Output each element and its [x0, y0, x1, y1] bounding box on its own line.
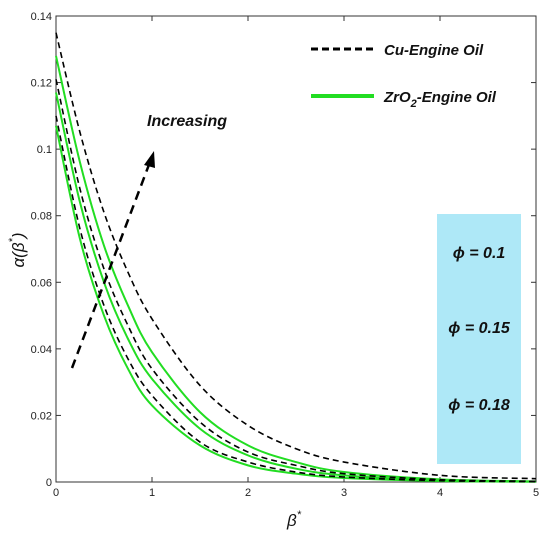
tick-layer: 0 1 2 3 4 5 0 0.02 0.04 0.06 0.08 0.1 0.12 0.14: [31, 11, 539, 499]
annotation-layer: Increasing: [70, 113, 227, 369]
legend-label-zro2: ZrO2-Engine Oil: [383, 89, 497, 110]
plot-frame: [55, 15, 537, 483]
cu-series-line-phi-0-15: [55, 79, 537, 483]
x-tick-label: 0: [53, 487, 59, 499]
x-tick-label: 4: [437, 487, 443, 499]
x-axis-label: β*: [286, 509, 302, 530]
legend-label-cu: Cu-Engine Oil: [384, 42, 484, 59]
phi-label: ϕ = 0.18: [448, 397, 510, 414]
parameter-box: [437, 214, 521, 464]
zro2-series-line-phi-0-18: [55, 55, 537, 483]
legend-layer: Cu-Engine Oil ZrO2-Engine Oil: [311, 42, 497, 110]
y-tick-label: 0.1: [37, 144, 52, 156]
y-tick-label: 0.14: [31, 11, 52, 23]
y-tick-label: 0: [46, 477, 52, 489]
annotation-increasing: Increasing: [147, 113, 227, 130]
y-axis-label: α(β*): [7, 232, 28, 267]
phi-label: ϕ = 0.1: [453, 245, 506, 262]
x-tick-label: 3: [341, 487, 347, 499]
increasing-arrow-head: [144, 151, 155, 168]
y-tick-label: 0.04: [31, 344, 52, 356]
x-tick-label: 2: [245, 487, 251, 499]
x-tick-label: 1: [149, 487, 155, 499]
cu-series-line-phi-0-1: [55, 115, 537, 483]
y-tick-label: 0.06: [31, 277, 52, 289]
y-tick-label: 0.08: [31, 211, 52, 223]
series-layer: [55, 32, 537, 483]
parameter-box-layer: ϕ = 0.1 ϕ = 0.15 ϕ = 0.18: [437, 214, 521, 464]
increasing-arrow: [70, 161, 152, 369]
axis-label-layer: β* α(β*): [7, 232, 302, 530]
y-tick-label: 0.12: [31, 78, 52, 90]
y-tick-label: 0.02: [31, 410, 52, 422]
phi-label: ϕ = 0.15: [448, 320, 511, 337]
zro2-series-line-phi-0-15: [55, 92, 537, 483]
x-tick-label: 5: [533, 487, 539, 499]
cu-series-line-phi-0-18: [55, 32, 537, 480]
